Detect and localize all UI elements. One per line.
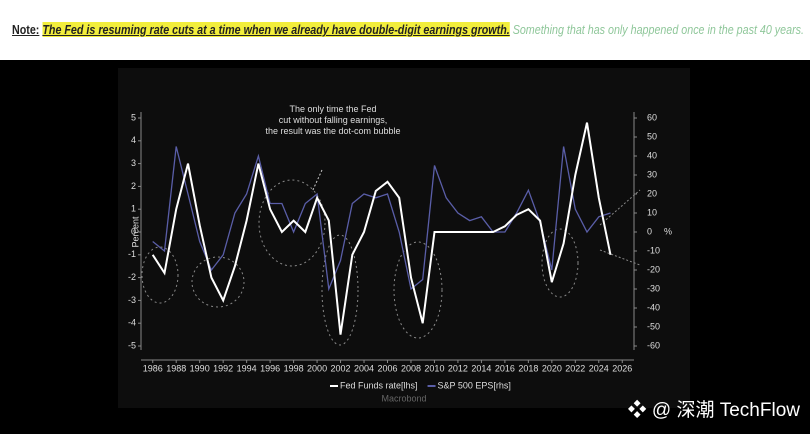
y-tick-label: -3 xyxy=(128,295,136,305)
y-axis-label: Percent xyxy=(130,216,140,248)
y2-tick-label: -20 xyxy=(647,264,660,274)
legend-label: Fed Funds rate[lhs] xyxy=(340,380,418,390)
series-line xyxy=(152,146,611,292)
series-line xyxy=(151,122,612,335)
x-tick-label: 2006 xyxy=(377,363,397,373)
y-tick-label: -1 xyxy=(128,249,136,259)
y-tick-label: 2 xyxy=(131,181,136,191)
y2-tick-label: -60 xyxy=(647,340,660,350)
source: Macrobond xyxy=(381,393,426,403)
x-tick-label: 2018 xyxy=(518,363,538,373)
x-tick-label: 2004 xyxy=(354,363,374,373)
y-tick-label: 0 xyxy=(131,226,136,236)
x-tick-label: 1990 xyxy=(190,363,210,373)
note-highlight: The Fed is resuming rate cuts at a time … xyxy=(42,22,510,37)
y2-tick-label: -40 xyxy=(647,302,660,312)
chart-panel xyxy=(118,68,690,408)
x-tick-label: 1992 xyxy=(213,363,233,373)
y-tick-label: -5 xyxy=(128,340,136,350)
y2-tick-label: 20 xyxy=(647,188,657,198)
y2-tick-label: 60 xyxy=(647,112,657,122)
y-tick-label: 3 xyxy=(131,158,136,168)
y2-tick-label: 50 xyxy=(647,131,657,141)
y-tick-label: 4 xyxy=(131,135,136,145)
watermark-text: @ 深潮 TechFlow xyxy=(651,400,800,421)
watermark: ❖ @ 深潮 TechFlow xyxy=(628,395,800,422)
y2-tick-label: -50 xyxy=(647,321,660,331)
x-tick-label: 1996 xyxy=(260,363,280,373)
x-tick-label: 1986 xyxy=(143,363,163,373)
x-tick-label: 2000 xyxy=(307,363,327,373)
x-tick-label: 1994 xyxy=(237,363,257,373)
y2-tick-label: -30 xyxy=(647,283,660,293)
x-tick-label: 2026 xyxy=(612,363,632,373)
annotation-arrow xyxy=(311,169,323,193)
y2-tick-label: 0 xyxy=(647,226,652,236)
y2-tick-label: 40 xyxy=(647,150,657,160)
annotation: The only time the Fed cut without falling… xyxy=(265,104,400,136)
y2-tick-label: 30 xyxy=(647,169,657,179)
watermark-icon: ❖ xyxy=(627,400,652,421)
x-tick-label: 2010 xyxy=(424,363,444,373)
y2-tick-label: 10 xyxy=(647,207,657,217)
note: Note: The Fed is resuming rate cuts at a… xyxy=(12,22,804,37)
x-tick-label: 2016 xyxy=(495,363,515,373)
trend-arrows xyxy=(599,189,641,266)
note-bar: Note: The Fed is resuming rate cuts at a… xyxy=(0,0,810,60)
x-tick-label: 2022 xyxy=(565,363,585,373)
x-tick-label: 2012 xyxy=(448,363,468,373)
note-label: Note: xyxy=(12,22,40,37)
x-tick-label: 2002 xyxy=(331,363,351,373)
highlight-circles xyxy=(141,179,579,346)
y2-tick-label: -10 xyxy=(647,245,660,255)
x-tick-label: 1998 xyxy=(284,363,304,373)
x-tick-label: 2020 xyxy=(542,363,562,373)
x-tick-label: 2024 xyxy=(589,363,609,373)
y-tick-label: -4 xyxy=(128,318,136,328)
y-tick-label: 1 xyxy=(131,204,136,214)
note-comment: Something that has only happened once in… xyxy=(512,22,804,37)
x-tick-label: 1988 xyxy=(166,363,186,373)
y-tick-label: -2 xyxy=(128,272,136,282)
x-tick-label: 2008 xyxy=(401,363,421,373)
y2-axis-label: % xyxy=(664,226,672,236)
x-tick-label: 2014 xyxy=(471,363,491,373)
legend-label: S&P 500 EPS[rhs] xyxy=(438,380,511,390)
y-tick-label: 5 xyxy=(131,112,136,122)
